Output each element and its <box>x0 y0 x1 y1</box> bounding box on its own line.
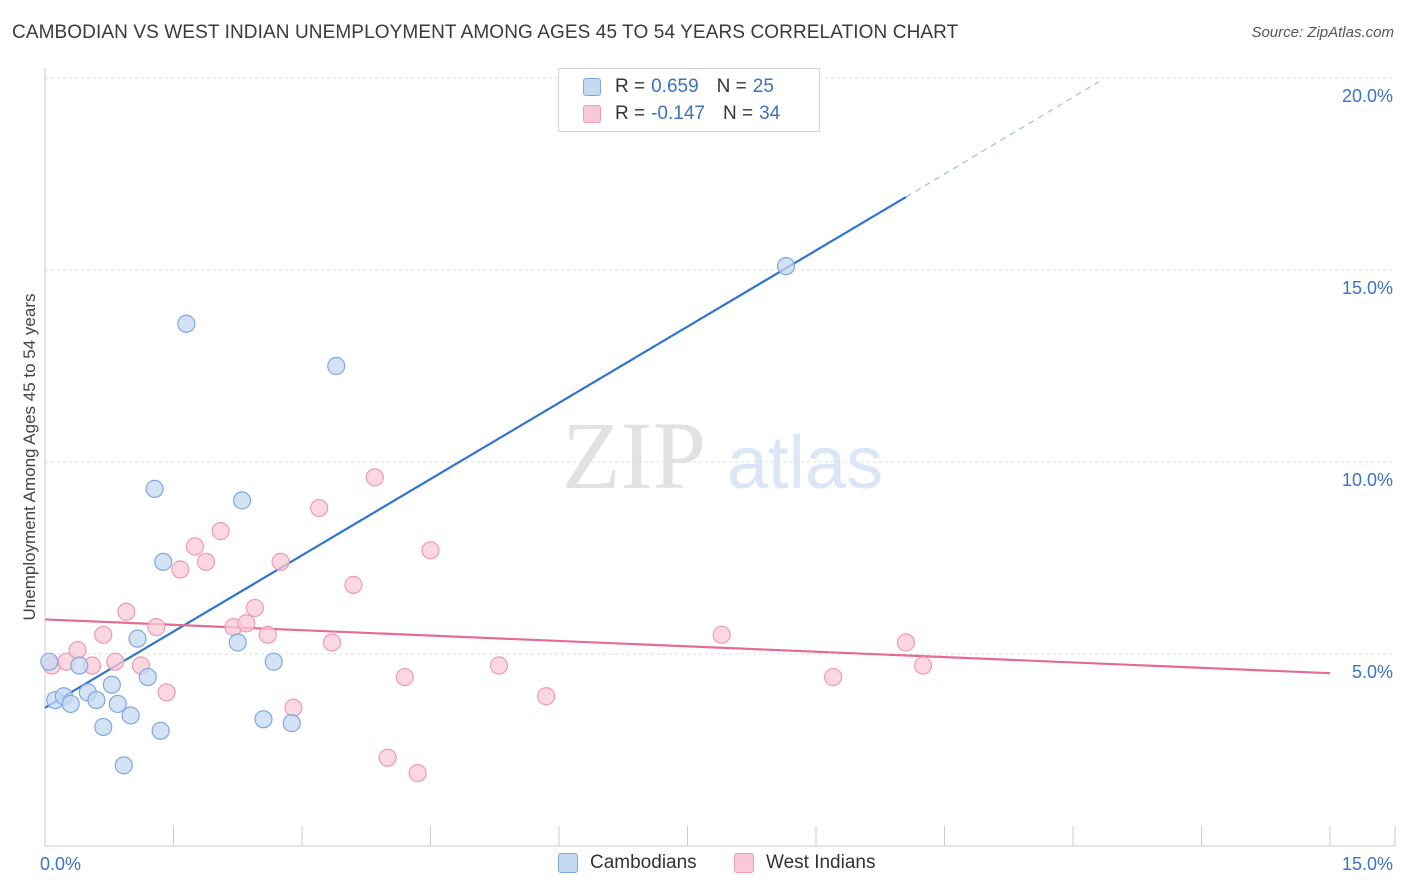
point-west-indian <box>913 656 933 675</box>
point-cambodian <box>114 756 133 775</box>
legend-item-west-indians[interactable]: West Indians <box>734 852 875 874</box>
x-tick-label: 0.0% <box>40 854 81 874</box>
y-tick-label: 15.0% <box>1342 278 1393 298</box>
point-west-indian <box>157 683 176 702</box>
stats-legend: R = 0.659 N = 25 R = -0.147 N = 34 <box>558 68 820 132</box>
point-west-indian <box>378 748 397 767</box>
point-cambodian <box>232 491 252 510</box>
point-west-indian <box>284 698 303 717</box>
y-axis-label: Unemployment Among Ages 45 to 54 years <box>20 293 39 621</box>
point-west-indian <box>489 656 509 675</box>
point-cambodian <box>94 717 113 737</box>
point-west-indian <box>271 552 290 571</box>
point-cambodian <box>145 479 164 498</box>
point-west-indian <box>147 618 166 637</box>
point-west-indian <box>117 602 136 621</box>
point-cambodian <box>138 667 157 687</box>
point-west-indian <box>896 633 916 652</box>
legend-swatch-west-indians <box>583 105 601 123</box>
data-points <box>40 257 933 783</box>
trend-line-cambodians <box>44 196 907 709</box>
point-cambodian <box>87 690 106 710</box>
legend-n-label: N = <box>716 76 747 97</box>
point-cambodian <box>61 694 80 714</box>
legend-n-value: 25 <box>752 76 774 97</box>
point-west-indian <box>824 667 843 687</box>
legend-label-west-indians: West Indians <box>766 852 876 873</box>
trend-line-west-indians <box>44 618 1331 675</box>
point-cambodian <box>128 629 147 648</box>
legend-n-value: 34 <box>759 103 781 124</box>
grid-lines <box>45 77 1395 655</box>
point-west-indian <box>68 641 87 660</box>
y-tick-label: 5.0% <box>1352 662 1393 682</box>
legend-swatch-west-indians <box>734 853 754 873</box>
point-west-indian <box>537 687 556 706</box>
point-cambodian <box>776 257 796 276</box>
chart-title: CAMBODIAN VS WEST INDIAN UNEMPLOYMENT AM… <box>12 22 959 43</box>
point-west-indian <box>421 541 440 560</box>
legend-item-cambodians[interactable]: Cambodians <box>558 852 697 874</box>
point-cambodian <box>228 633 247 652</box>
point-west-indian <box>185 537 205 556</box>
point-cambodian <box>327 356 346 376</box>
point-cambodian <box>70 656 89 675</box>
point-cambodian <box>264 652 283 671</box>
point-cambodian <box>151 721 170 740</box>
y-tick-label: 10.0% <box>1342 470 1393 490</box>
legend-row-cambodians: R = 0.659 N = 25 <box>583 75 774 99</box>
point-west-indian <box>712 625 731 644</box>
point-cambodian <box>254 710 273 729</box>
point-west-indian <box>365 468 384 487</box>
point-west-indian <box>245 598 264 618</box>
point-west-indian <box>237 614 256 633</box>
trend-line-cambodians-extension <box>905 81 1100 198</box>
trend-lines <box>44 81 1331 709</box>
legend-r-label: R = <box>615 103 646 124</box>
legend-row-west-indians: R = -0.147 N = 34 <box>583 102 780 126</box>
y-tick-label: 20.0% <box>1342 86 1393 106</box>
point-cambodian <box>102 675 121 694</box>
point-west-indian <box>211 522 230 541</box>
series-legend: Cambodians West Indians <box>0 852 1406 878</box>
point-west-indian <box>196 552 216 571</box>
watermark: ZIP atlas <box>562 402 883 509</box>
point-cambodian <box>282 714 301 733</box>
tick-labels: 5.0% 10.0% 15.0% 20.0% 0.0% 15.0% <box>40 86 1393 874</box>
point-west-indian <box>94 625 113 644</box>
point-west-indian <box>106 652 125 671</box>
point-west-indian <box>395 667 414 687</box>
legend-r-value: -0.147 <box>651 103 705 124</box>
point-west-indian <box>344 575 363 594</box>
axes <box>44 68 1396 847</box>
point-west-indian <box>171 560 190 579</box>
x-tick-label: 15.0% <box>1342 854 1393 874</box>
point-cambodian <box>154 552 173 571</box>
legend-swatch-cambodians <box>558 853 578 873</box>
source-label: Source: ZipAtlas.com <box>1251 24 1394 41</box>
watermark-zip: ZIP <box>562 402 706 509</box>
legend-swatch-cambodians <box>583 78 601 96</box>
legend-label-cambodians: Cambodians <box>590 852 697 873</box>
legend-n-label: N = <box>722 103 754 124</box>
point-cambodian <box>40 652 59 671</box>
point-west-indian <box>310 498 329 518</box>
watermark-atlas: atlas <box>727 421 883 504</box>
point-west-indian <box>408 763 427 783</box>
point-west-indian <box>258 625 277 644</box>
legend-r-value: 0.659 <box>651 76 699 97</box>
point-west-indian <box>322 633 342 652</box>
point-cambodian <box>121 706 140 725</box>
point-cambodian <box>108 694 127 714</box>
point-cambodian <box>177 314 196 333</box>
legend-r-label: R = <box>615 76 646 97</box>
